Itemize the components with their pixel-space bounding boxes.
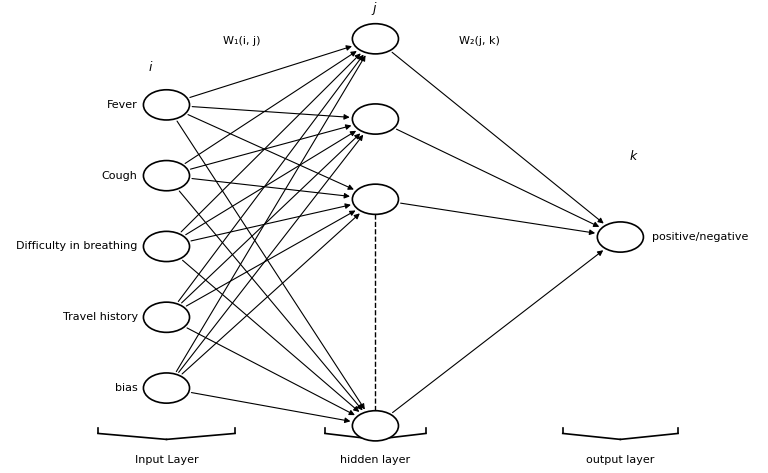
Text: bias: bias <box>115 383 137 393</box>
Text: Travel history: Travel history <box>62 312 137 322</box>
Text: j: j <box>372 1 376 15</box>
Text: output layer: output layer <box>586 455 654 464</box>
Text: k: k <box>630 150 637 163</box>
Text: positive/negative: positive/negative <box>652 232 749 242</box>
Text: Input Layer: Input Layer <box>134 455 198 464</box>
Text: W₂(j, k): W₂(j, k) <box>459 36 500 46</box>
Circle shape <box>353 24 399 54</box>
Circle shape <box>353 411 399 441</box>
Text: Difficulty in breathing: Difficulty in breathing <box>16 241 137 252</box>
Text: i: i <box>149 61 152 74</box>
Text: W₁(i, j): W₁(i, j) <box>223 36 261 46</box>
Text: Fever: Fever <box>107 100 137 110</box>
Text: hidden layer: hidden layer <box>340 455 410 464</box>
Circle shape <box>144 302 190 333</box>
Circle shape <box>353 104 399 134</box>
Text: Cough: Cough <box>102 171 137 181</box>
Circle shape <box>598 222 644 252</box>
Circle shape <box>144 231 190 262</box>
Circle shape <box>144 160 190 191</box>
Circle shape <box>144 90 190 120</box>
Circle shape <box>353 184 399 214</box>
Circle shape <box>144 373 190 403</box>
